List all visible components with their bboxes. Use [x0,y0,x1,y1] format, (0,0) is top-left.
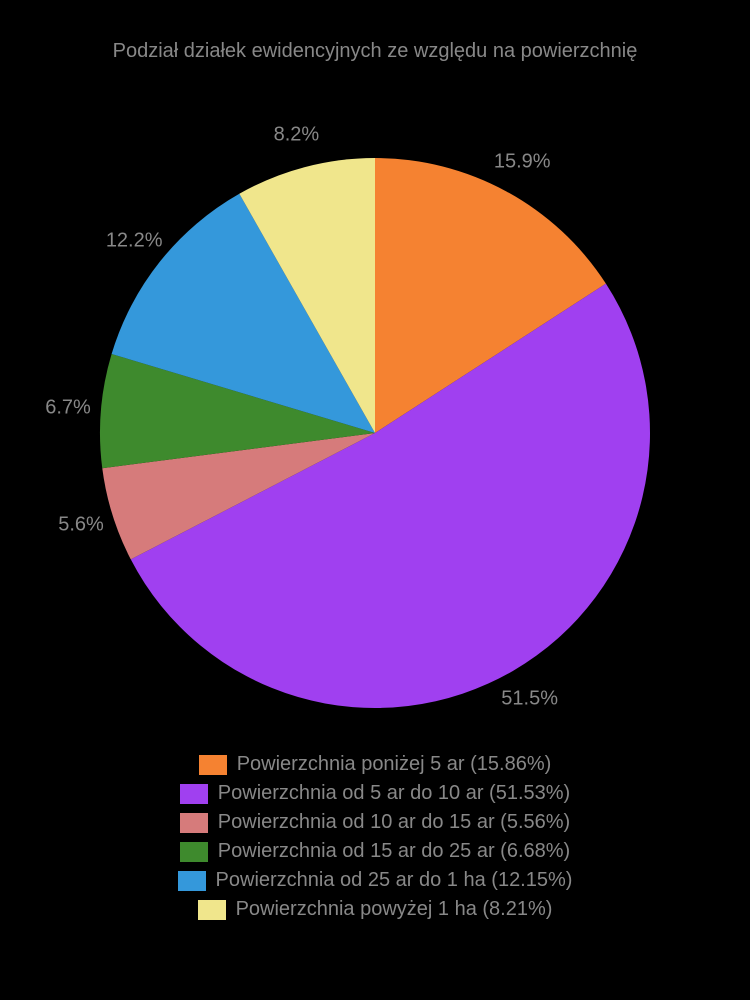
pie-chart-area: 15.9%51.5%5.6%6.7%12.2%8.2% [75,113,675,713]
legend-swatch-3 [180,842,208,862]
pie-slice-label-4: 12.2% [106,229,163,252]
chart-title: Podział działek ewidencyjnych ze względu… [113,40,638,63]
legend-label-0: Powierzchnia poniżej 5 ar (15.86%) [237,753,552,776]
legend-item-5: Powierzchnia powyżej 1 ha (8.21%) [198,898,553,921]
pie-slice-label-0: 15.9% [494,151,551,174]
legend-item-4: Powierzchnia od 25 ar do 1 ha (12.15%) [178,869,573,892]
legend-item-0: Powierzchnia poniżej 5 ar (15.86%) [199,753,552,776]
legend-label-3: Powierzchnia od 15 ar do 25 ar (6.68%) [218,840,570,863]
pie-slice-label-5: 8.2% [274,124,320,147]
legend-item-3: Powierzchnia od 15 ar do 25 ar (6.68%) [180,840,570,863]
pie-svg [75,113,675,713]
pie-slice-label-3: 6.7% [45,396,91,419]
legend-item-1: Powierzchnia od 5 ar do 10 ar (51.53%) [180,782,570,805]
legend-swatch-0 [199,755,227,775]
legend-item-2: Powierzchnia od 10 ar do 15 ar (5.56%) [180,811,570,834]
chart-legend: Powierzchnia poniżej 5 ar (15.86%) Powier… [178,753,573,921]
pie-slice-label-2: 5.6% [58,513,104,536]
pie-slice-label-1: 51.5% [501,688,558,711]
legend-swatch-4 [178,871,206,891]
chart-container: Podział działek ewidencyjnych ze względu… [0,0,750,1000]
legend-swatch-1 [180,784,208,804]
legend-swatch-2 [180,813,208,833]
legend-label-1: Powierzchnia od 5 ar do 10 ar (51.53%) [218,782,570,805]
legend-label-4: Powierzchnia od 25 ar do 1 ha (12.15%) [216,869,573,892]
legend-label-2: Powierzchnia od 10 ar do 15 ar (5.56%) [218,811,570,834]
legend-label-5: Powierzchnia powyżej 1 ha (8.21%) [236,898,553,921]
legend-swatch-5 [198,900,226,920]
